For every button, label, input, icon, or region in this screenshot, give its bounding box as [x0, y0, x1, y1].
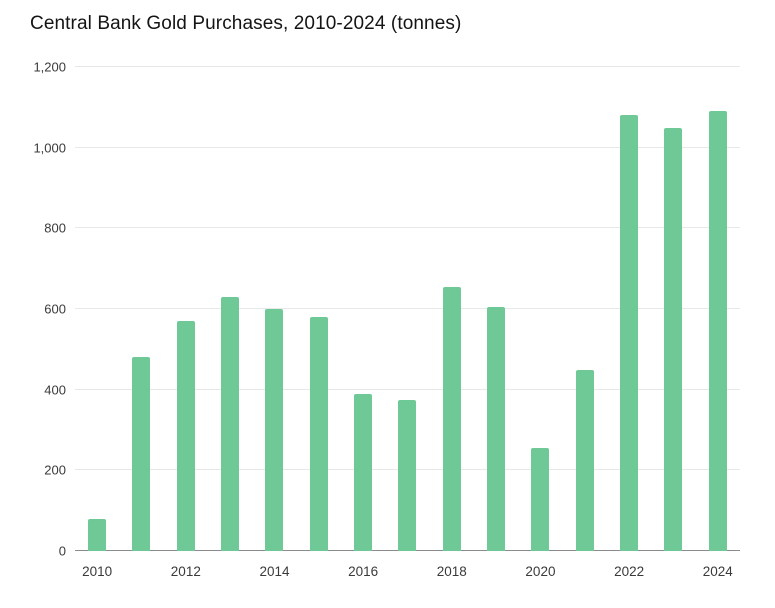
x-tick-label-2016: 2016 — [348, 564, 379, 579]
bar-slot-2024 — [696, 67, 740, 551]
bar-2018 — [442, 286, 461, 551]
bar-slot-2022 — [607, 67, 651, 551]
bar-2012 — [176, 321, 195, 551]
x-tick-spacer — [563, 551, 607, 583]
x-tick-spacer — [297, 551, 341, 583]
gridline — [75, 66, 740, 67]
y-tick-label: 1,000 — [33, 140, 66, 156]
bar-slot-2017 — [385, 67, 429, 551]
bar-2022 — [620, 115, 639, 551]
bar-2010 — [88, 518, 107, 551]
bar-slot-2015 — [297, 67, 341, 551]
bar-2019 — [487, 306, 506, 551]
bar-2011 — [132, 357, 151, 551]
x-tick-label-2010: 2010 — [82, 564, 113, 579]
x-tick-spacer — [474, 551, 518, 583]
bar-slot-2021 — [563, 67, 607, 551]
gridline — [75, 227, 740, 229]
y-tick-label: 600 — [44, 301, 66, 317]
x-tick-spacer — [385, 551, 429, 583]
x-tick-label-2018: 2018 — [436, 564, 467, 579]
y-tick-label: 200 — [44, 462, 66, 478]
bar-2015 — [309, 317, 328, 551]
bar-slot-2020 — [518, 67, 562, 551]
bar-2021 — [575, 369, 594, 551]
bar-2016 — [354, 393, 373, 551]
x-tick-label-2012: 2012 — [170, 564, 201, 579]
bar-series — [75, 67, 740, 551]
x-tick-spacer — [651, 551, 695, 583]
y-tick-label: 400 — [44, 382, 66, 398]
bar-slot-2019 — [474, 67, 518, 551]
x-tick-label-2024: 2024 — [702, 564, 733, 579]
bar-2014 — [265, 309, 284, 551]
bar-slot-2023 — [651, 67, 695, 551]
gridline — [75, 146, 740, 148]
plot-area — [75, 66, 740, 551]
y-tick-label: 800 — [44, 220, 66, 236]
bar-slot-2011 — [119, 67, 163, 551]
bar-slot-2012 — [164, 67, 208, 551]
bar-2020 — [531, 448, 550, 551]
bar-slot-2018 — [430, 67, 474, 551]
bar-slot-2014 — [252, 67, 296, 551]
bar-slot-2013 — [208, 67, 252, 551]
gridline — [75, 308, 740, 309]
y-tick-label: 1,200 — [33, 59, 66, 75]
x-tick-label-2022: 2022 — [614, 564, 645, 579]
x-tick-label-2014: 2014 — [259, 564, 290, 579]
gridline — [75, 388, 740, 390]
x-tick-label-2020: 2020 — [525, 564, 556, 579]
bar-slot-2010 — [75, 67, 119, 551]
bar-slot-2016 — [341, 67, 385, 551]
bar-2013 — [221, 296, 240, 551]
x-axis: 2010 2012 2014 2016 2018 2020 2022 2024 — [75, 551, 740, 583]
y-axis: 0 200 400 600 800 1,000 1,200 — [0, 61, 66, 558]
bar-2023 — [664, 127, 683, 551]
bar-2024 — [708, 111, 727, 551]
chart-title: Central Bank Gold Purchases, 2010-2024 (… — [30, 13, 462, 34]
y-tick-label: 0 — [58, 543, 66, 559]
bar-2017 — [398, 399, 417, 551]
x-tick-spacer — [119, 551, 163, 583]
x-tick-spacer — [208, 551, 252, 583]
